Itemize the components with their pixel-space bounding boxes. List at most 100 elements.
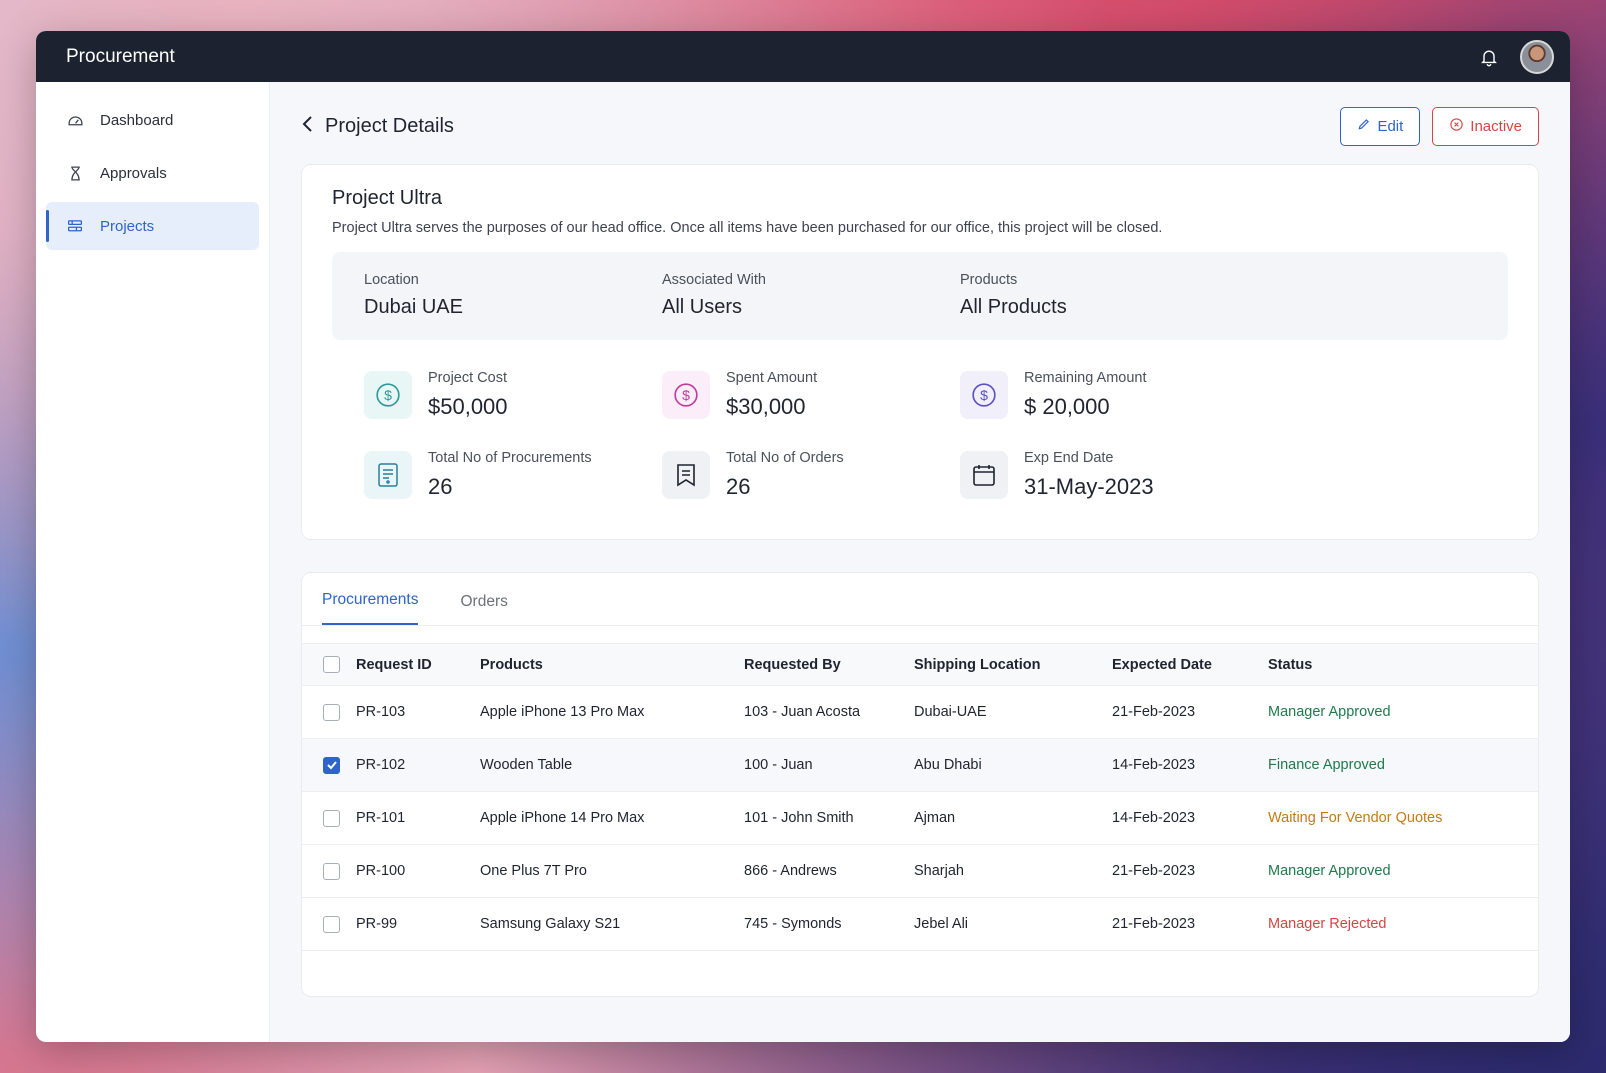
- product: Samsung Galaxy S21: [480, 897, 744, 951]
- requested-by: 745 - Symonds: [744, 897, 914, 951]
- stat-value: $ 20,000: [1024, 394, 1110, 419]
- expected-date: 21-Feb-2023: [1112, 897, 1268, 951]
- stat-value: 26: [428, 474, 453, 499]
- info-value: Dubai UAE: [364, 296, 463, 318]
- hourglass-icon: [66, 164, 84, 182]
- edit-button[interactable]: Edit: [1340, 106, 1421, 146]
- table-header-row: Request ID Products Requested By Shippin…: [302, 643, 1538, 686]
- stat-total-procurements: Total No of Procurements 26: [364, 450, 662, 500]
- stat-label: Remaining Amount: [1024, 370, 1147, 386]
- column-header[interactable]: Requested By: [744, 656, 841, 673]
- avatar[interactable]: [1520, 39, 1554, 74]
- stat-exp-end-date: Exp End Date 31-May-2023: [960, 450, 1258, 500]
- sidebar-item-label: Projects: [100, 217, 155, 235]
- table-row[interactable]: PR-103 Apple iPhone 13 Pro Max 103 - Jua…: [302, 685, 1538, 739]
- main-content: Project Details Edit Inactive: [270, 82, 1570, 1042]
- app-title: Procurement: [66, 45, 175, 67]
- row-checkbox[interactable]: [323, 862, 340, 880]
- project-summary-card: Project Ultra Project Ultra serves the p…: [301, 164, 1539, 540]
- table-row[interactable]: PR-100 One Plus 7T Pro 866 - Andrews Sha…: [302, 844, 1538, 898]
- top-bar: Procurement: [36, 31, 1570, 82]
- shipping-location: Abu Dhabi: [914, 738, 1112, 792]
- stat-project-cost: $ Project Cost $50,000: [364, 370, 662, 420]
- dollar-icon: $: [662, 371, 710, 419]
- stat-label: Project Cost: [428, 370, 507, 386]
- table-row[interactable]: PR-102 Wooden Table 100 - Juan Abu Dhabi…: [302, 738, 1538, 792]
- product: Apple iPhone 13 Pro Max: [480, 685, 744, 739]
- sidebar-item-dashboard[interactable]: Dashboard: [46, 96, 259, 144]
- column-header[interactable]: Products: [480, 656, 543, 673]
- column-header[interactable]: Request ID: [356, 656, 432, 673]
- status: Manager Rejected: [1268, 897, 1538, 951]
- project-info-strip: Location Dubai UAE Associated With All U…: [332, 252, 1508, 340]
- inactive-button[interactable]: Inactive: [1432, 106, 1539, 146]
- inactive-button-label: Inactive: [1470, 117, 1522, 135]
- gauge-icon: [66, 111, 84, 129]
- page-title: Project Details: [325, 114, 454, 137]
- requested-by: 866 - Andrews: [744, 844, 914, 898]
- info-label: Products: [960, 272, 1018, 288]
- info-value: All Users: [662, 296, 743, 318]
- stat-label: Spent Amount: [726, 370, 818, 386]
- info-value: All Products: [960, 296, 1067, 318]
- select-all-checkbox[interactable]: [323, 656, 340, 673]
- project-name: Project Ultra: [332, 187, 443, 209]
- column-header[interactable]: Shipping Location: [914, 656, 1041, 673]
- tab-orders[interactable]: Orders: [460, 593, 508, 610]
- sidebar-item-approvals[interactable]: Approvals: [46, 149, 259, 197]
- svg-text:$: $: [384, 387, 392, 403]
- check-icon: [326, 761, 337, 770]
- edit-button-label: Edit: [1377, 117, 1404, 135]
- stat-label: Exp End Date: [1024, 450, 1114, 466]
- project-description: Project Ultra serves the purposes of our…: [332, 220, 1163, 236]
- sidebar: Dashboard Approvals Projects: [36, 82, 270, 1042]
- requested-by: 100 - Juan: [744, 738, 914, 792]
- shipping-location: Sharjah: [914, 844, 1112, 898]
- expected-date: 14-Feb-2023: [1112, 738, 1268, 792]
- column-header[interactable]: Status: [1268, 656, 1313, 673]
- bell-icon[interactable]: [1478, 46, 1500, 68]
- row-checkbox[interactable]: [323, 703, 340, 721]
- svg-text:$: $: [980, 387, 988, 403]
- row-checkbox[interactable]: [323, 756, 340, 774]
- status: Manager Approved: [1268, 685, 1538, 739]
- column-header[interactable]: Expected Date: [1112, 656, 1212, 673]
- receipt-icon: [662, 451, 710, 499]
- product: Wooden Table: [480, 738, 744, 792]
- stat-label: Total No of Procurements: [428, 450, 592, 466]
- chevron-left-icon[interactable]: [301, 115, 315, 138]
- close-circle-icon: [1449, 117, 1464, 136]
- sidebar-item-label: Approvals: [100, 164, 167, 182]
- sidebar-item-projects[interactable]: Projects: [46, 202, 259, 250]
- project-stats: $ Project Cost $50,000 $ Spent Amount: [332, 340, 1508, 500]
- pencil-icon: [1357, 117, 1371, 135]
- stat-spent-amount: $ Spent Amount $30,000: [662, 370, 960, 420]
- calendar-icon: [960, 451, 1008, 499]
- expected-date: 21-Feb-2023: [1112, 685, 1268, 739]
- shipping-location: Dubai-UAE: [914, 685, 1112, 739]
- procurements-card: Procurements Orders Request ID Products …: [301, 572, 1539, 997]
- info-label: Associated With: [662, 272, 766, 288]
- expected-date: 21-Feb-2023: [1112, 844, 1268, 898]
- status: Finance Approved: [1268, 738, 1538, 792]
- request-id: PR-103: [356, 685, 480, 739]
- app-window: Procurement Dashboard: [36, 31, 1570, 1042]
- dollar-icon: $: [960, 371, 1008, 419]
- row-checkbox[interactable]: [323, 915, 340, 933]
- request-id: PR-102: [356, 738, 480, 792]
- tab-procurements[interactable]: Procurements: [322, 591, 419, 625]
- stat-value: 31-May-2023: [1024, 474, 1154, 499]
- stat-remaining-amount: $ Remaining Amount $ 20,000: [960, 370, 1258, 420]
- request-id: PR-99: [356, 897, 480, 951]
- status: Waiting For Vendor Quotes: [1268, 791, 1538, 845]
- row-checkbox[interactable]: [323, 809, 340, 827]
- shipping-location: Jebel Ali: [914, 897, 1112, 951]
- table-row[interactable]: PR-101 Apple iPhone 14 Pro Max 101 - Joh…: [302, 791, 1538, 845]
- requested-by: 103 - Juan Acosta: [744, 685, 914, 739]
- table-row[interactable]: PR-99 Samsung Galaxy S21 745 - Symonds J…: [302, 897, 1538, 951]
- dollar-icon: $: [364, 371, 412, 419]
- procurements-table: Request ID Products Requested By Shippin…: [302, 643, 1538, 951]
- status: Manager Approved: [1268, 844, 1538, 898]
- product: One Plus 7T Pro: [480, 844, 744, 898]
- projects-icon: [66, 217, 84, 235]
